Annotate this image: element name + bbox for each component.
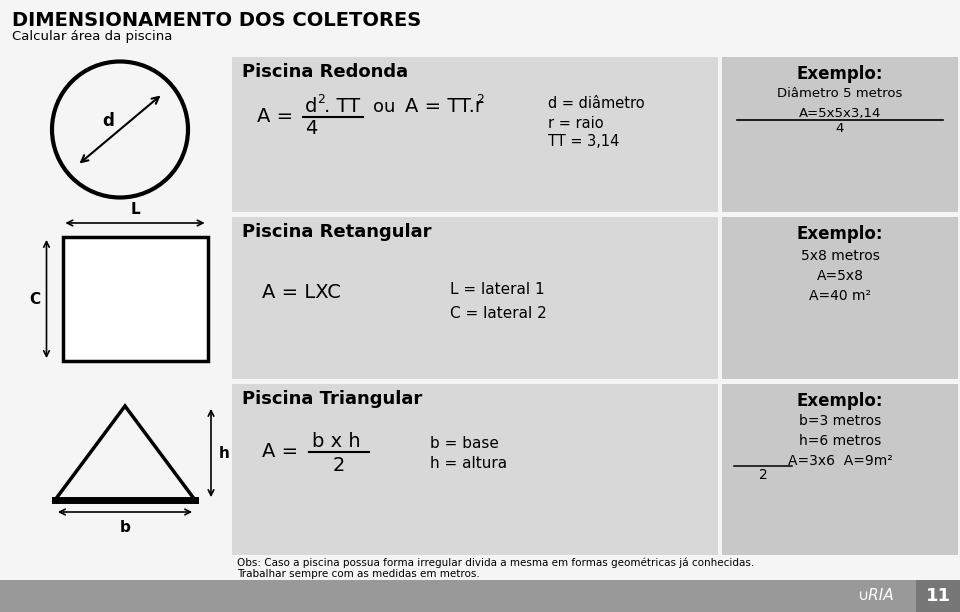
Text: A = LXC: A = LXC: [262, 283, 341, 302]
Text: 2: 2: [317, 93, 324, 106]
Text: d: d: [102, 113, 114, 130]
Text: h: h: [219, 446, 229, 460]
Text: Obs: Caso a piscina possua forma irregular divida a mesma em formas geométricas : Obs: Caso a piscina possua forma irregul…: [237, 557, 755, 567]
Text: Exemplo:: Exemplo:: [797, 65, 883, 83]
Bar: [916, 580, 960, 612]
Text: h = altura: h = altura: [430, 457, 507, 471]
Text: b: b: [120, 520, 131, 535]
Bar: [232, 57, 718, 212]
Text: L: L: [131, 202, 140, 217]
Text: Diâmetro 5 metros: Diâmetro 5 metros: [778, 87, 902, 100]
Text: A=5x5x3,14: A=5x5x3,14: [799, 107, 881, 120]
Text: C: C: [30, 291, 40, 307]
Text: b x h: b x h: [312, 432, 361, 451]
Text: TT = 3,14: TT = 3,14: [548, 135, 619, 149]
Bar: [232, 217, 718, 379]
Text: Piscina Triangular: Piscina Triangular: [242, 390, 422, 408]
Text: A =: A =: [257, 107, 300, 126]
Text: 5x8 metros: 5x8 metros: [801, 249, 879, 263]
Text: L = lateral 1: L = lateral 1: [450, 282, 544, 297]
Text: A=40 m²: A=40 m²: [809, 289, 871, 303]
Text: A=5x8: A=5x8: [817, 269, 863, 283]
Text: A=3x6  A=9m²: A=3x6 A=9m²: [787, 454, 893, 468]
Text: 4: 4: [305, 119, 318, 138]
Text: Calcular área da piscina: Calcular área da piscina: [12, 30, 173, 43]
Text: 4: 4: [836, 122, 844, 135]
Bar: [62, 237, 207, 361]
Text: Piscina Retangular: Piscina Retangular: [242, 223, 431, 241]
Text: Trabalhar sempre com as medidas em metros.: Trabalhar sempre com as medidas em metro…: [237, 569, 480, 579]
Text: A = TT.r: A = TT.r: [405, 97, 483, 116]
Text: 2: 2: [758, 468, 767, 482]
Text: d = diâmetro: d = diâmetro: [548, 97, 644, 111]
Text: 2: 2: [333, 456, 346, 475]
Text: 2: 2: [476, 93, 484, 106]
Text: b=3 metros: b=3 metros: [799, 414, 881, 428]
Text: A =: A =: [262, 442, 304, 461]
Text: DIMENSIONAMENTO DOS COLETORES: DIMENSIONAMENTO DOS COLETORES: [12, 11, 421, 30]
Bar: [722, 384, 958, 555]
Text: h=6 metros: h=6 metros: [799, 434, 881, 448]
Text: d: d: [305, 97, 318, 116]
Text: 11: 11: [925, 587, 950, 605]
Bar: [722, 217, 958, 379]
Text: . TT: . TT: [324, 97, 360, 116]
Bar: [232, 384, 718, 555]
Bar: [722, 57, 958, 212]
Text: C = lateral 2: C = lateral 2: [450, 306, 547, 321]
Text: ou: ou: [373, 97, 396, 116]
Text: b = base: b = base: [430, 436, 499, 450]
Text: r = raio: r = raio: [548, 116, 604, 130]
Text: Piscina Redonda: Piscina Redonda: [242, 63, 408, 81]
Text: ∪RIA: ∪RIA: [856, 589, 894, 603]
Text: Exemplo:: Exemplo:: [797, 392, 883, 410]
Text: Exemplo:: Exemplo:: [797, 225, 883, 243]
Bar: [0, 580, 960, 612]
